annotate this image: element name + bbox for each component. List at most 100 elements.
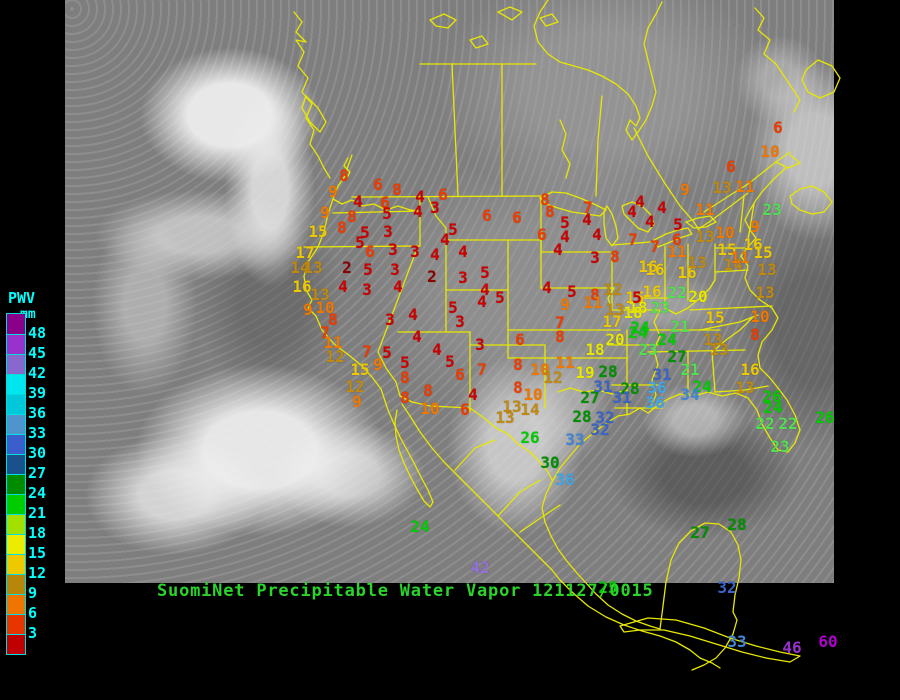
station-value: 12 [603,280,623,299]
station-value: 3 [390,260,400,279]
station-value: 42 [470,558,490,577]
station-value: 5 [448,220,458,239]
legend-title: PWV [8,289,36,307]
station-value: 4 [458,242,468,261]
station-value: 27 [690,523,710,542]
station-value: 5 [448,298,458,317]
station-value: 4 [657,198,667,217]
station-value: 12 [345,377,365,396]
station-value: 6 [537,225,547,244]
station-value: 12 [325,347,345,366]
legend-label: 36 [28,404,47,422]
station-value: 8 [423,381,433,400]
station-value: 4 [582,210,592,229]
station-value: 11 [735,177,755,196]
station-value: 3 [362,280,372,299]
station-value: 28 [598,362,618,381]
station-value: 16 [677,263,697,282]
station-value: 9 [352,392,362,411]
station-value: 13 [495,408,515,427]
station-value: 17 [295,243,315,262]
station-value: 3 [590,248,600,267]
station-value: 6 [773,118,783,137]
station-value: 4 [430,245,440,264]
station-value: 6 [726,157,736,176]
station-value: 8 [545,202,555,221]
legend-swatch [7,314,25,334]
station-value: 4 [468,385,478,404]
station-value: 13 [735,378,755,397]
station-value: 31 [612,388,632,407]
station-value: 4 [413,202,423,221]
station-value: 15 [625,288,645,307]
station-value: 8 [337,218,347,237]
legend-swatch [7,514,25,534]
station-value: 4 [353,192,363,211]
station-value: 4 [553,240,563,259]
station-value: 4 [477,292,487,311]
pwv-legend: PWV mm 48 45 42 39 36 33 30 27 24 21 18 15 12 9 6 3 [4,289,46,655]
legend-swatch [7,334,25,354]
station-value: 6 [380,193,390,212]
station-value: 8 [555,327,565,346]
station-value: 13 [757,260,777,279]
station-value: 23 [638,340,658,359]
station-value: 5 [355,233,365,252]
legend-swatch [7,594,25,614]
station-value: 13 [502,397,522,416]
legend-label: 39 [28,384,47,402]
station-value: 3 [430,198,440,217]
station-value: 26 [815,408,835,427]
station-value: 5 [673,215,683,234]
station-value: 2 [342,258,352,277]
station-value: 6 [460,400,470,419]
station-value: 23 [762,200,782,219]
station-value: 33 [565,430,585,449]
legend-swatch [7,394,25,414]
station-value: 27 [667,347,687,366]
legend-swatch [7,554,25,574]
station-value: 32 [590,420,610,439]
station-value: 24 [630,318,650,337]
station-value: 13 [310,285,330,304]
legend-label: 12 [28,564,47,582]
product-title: SuomiNet Precipitable Water Vapor 121127… [157,581,654,601]
station-value: 5 [382,204,392,223]
station-value: 9 [320,203,330,222]
station-value: 7 [628,230,638,249]
station-value: 8 [400,368,410,387]
station-value: 36 [647,378,667,397]
station-value: 24 [692,377,712,396]
station-value: 13 [605,300,625,319]
legend-swatch [7,474,25,494]
station-value: 22 [667,283,687,302]
station-value: 6 [482,206,492,225]
station-value: 8 [400,388,410,407]
station-value: 8 [540,190,550,209]
station-value: 9 [303,300,313,319]
station-value: 21 [680,360,700,379]
legend-swatch [7,574,25,594]
station-value: 17 [602,312,622,331]
station-value: 10 [715,223,735,242]
station-value: 27 [580,388,600,407]
station-value: 4 [338,277,348,296]
station-value: 5 [445,352,455,371]
station-value: 15 [717,240,737,259]
legend-swatch [7,634,25,654]
station-value: 3 [383,222,393,241]
station-value: 60 [818,632,838,651]
station-value: 26 [762,387,782,406]
station-value: 46 [782,638,802,657]
legend-color-bar [6,313,26,655]
station-value: 14 [290,258,310,277]
station-value: 16 [642,282,662,301]
station-value: 15 [753,243,773,262]
station-value: 15 [350,360,370,379]
station-value: 9 [328,182,338,201]
station-value: 3 [410,242,420,261]
legend-swatch [7,434,25,454]
legend-swatch [7,534,25,554]
station-value: 5 [567,282,577,301]
station-value: 7 [555,313,565,332]
